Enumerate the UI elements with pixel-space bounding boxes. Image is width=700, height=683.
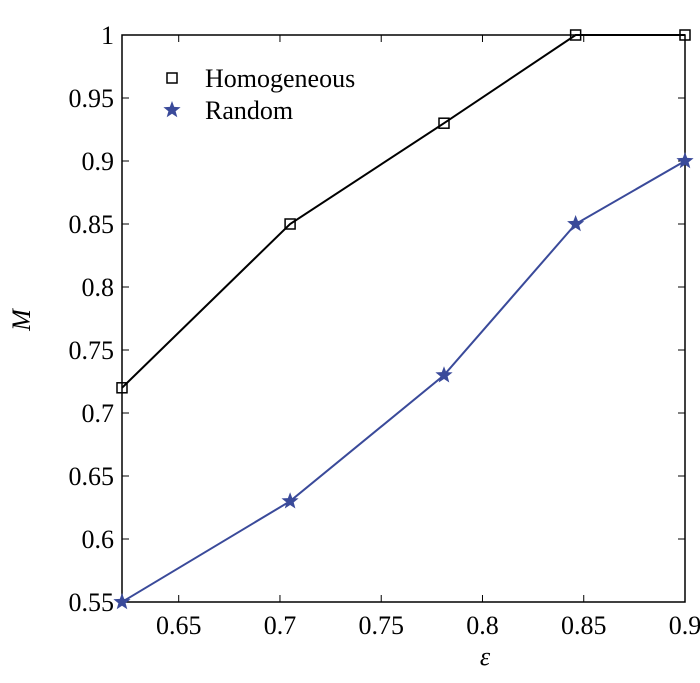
marker	[116, 382, 128, 394]
y-tick-label: 0.65	[69, 462, 115, 491]
legend-label: Homogeneous	[205, 64, 355, 93]
legend-marker	[166, 72, 178, 84]
y-axis-label: M	[7, 308, 36, 332]
y-tick-label: 0.55	[69, 588, 115, 617]
x-tick-label: 0.75	[358, 611, 404, 640]
y-tick-label: 0.7	[82, 399, 115, 428]
x-tick-label: 0.8	[466, 611, 499, 640]
marker	[113, 593, 131, 610]
y-tick-label: 0.75	[69, 336, 115, 365]
y-tick-label: 0.9	[82, 147, 115, 176]
marker	[679, 29, 691, 41]
marker	[676, 152, 694, 169]
x-axis-label: ε	[480, 642, 491, 671]
legend-marker	[163, 101, 181, 118]
y-axis-label-group: M	[7, 308, 36, 332]
y-tick-label: 1	[101, 21, 114, 50]
x-tick-label: 0.9	[669, 611, 700, 640]
x-tick-label: 0.85	[561, 611, 607, 640]
y-tick-label: 0.95	[69, 84, 115, 113]
marker	[435, 366, 453, 383]
marker	[284, 218, 296, 230]
marker	[569, 29, 582, 41]
y-tick-label: 0.85	[69, 210, 115, 239]
plot-frame	[121, 34, 686, 603]
marker	[438, 117, 450, 129]
marker	[281, 492, 299, 509]
series-line	[121, 160, 686, 603]
x-tick-label: 0.7	[264, 611, 297, 640]
x-tick-label: 0.65	[156, 611, 202, 640]
marker	[567, 215, 585, 232]
legend-label: Random	[205, 96, 293, 125]
y-tick-label: 0.6	[82, 525, 115, 554]
series-line	[121, 34, 685, 389]
y-tick-label: 0.8	[82, 273, 115, 302]
